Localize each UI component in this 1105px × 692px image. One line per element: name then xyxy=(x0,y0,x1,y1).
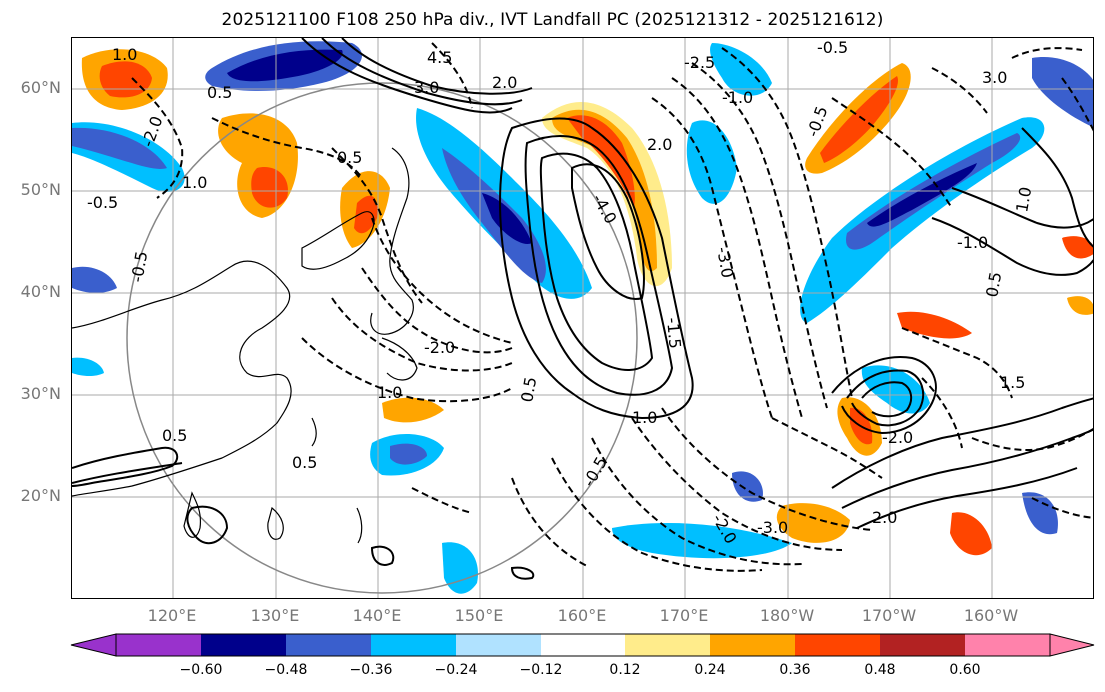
contour-label: 3.0 xyxy=(414,78,439,97)
contour-label: 1.0 xyxy=(377,383,402,402)
contour-label: 1.0 xyxy=(112,45,137,64)
contour-label: 2.0 xyxy=(647,135,672,154)
contour-label: -0.5 xyxy=(87,193,118,212)
colorbar-segment xyxy=(710,634,795,656)
contour-label: 1.0 xyxy=(632,408,657,427)
colorbar-segment xyxy=(880,634,965,656)
lon-label-170e: 170°E xyxy=(659,606,709,625)
graticule xyxy=(72,38,1093,598)
lon-label-160w: 160°W xyxy=(963,606,1019,625)
colorbar xyxy=(70,633,1095,657)
colorbar-segment xyxy=(116,634,201,656)
colorbar-segment xyxy=(965,634,1050,656)
colorbar-tick: 0.24 xyxy=(694,662,726,678)
colorbar-tick: −0.36 xyxy=(349,662,393,678)
contour-label: 0.5 xyxy=(982,270,1005,298)
colorbar-tick: 0.48 xyxy=(864,662,896,678)
solid-contours xyxy=(72,38,1093,580)
contour-label: -1.5 xyxy=(663,317,685,350)
contour-label: 0.5 xyxy=(337,148,362,167)
contour-label: -2.0 xyxy=(882,428,913,447)
colorbar-segment xyxy=(625,634,710,656)
chart-title: 2025121100 F108 250 hPa div., IVT Landfa… xyxy=(221,10,884,30)
colorbar-tick: −0.48 xyxy=(264,662,308,678)
lat-label-40n: 40°N xyxy=(20,282,61,301)
colorbar-segment xyxy=(201,634,286,656)
colorbar-segment xyxy=(795,634,880,656)
contour-label: -0.5 xyxy=(127,250,151,284)
colorbar-segment xyxy=(541,634,625,656)
contour-label: 0.5 xyxy=(162,426,187,445)
lon-label-120e: 120°E xyxy=(147,606,197,625)
contour-label: 0.5 xyxy=(292,453,317,472)
lon-label-170w: 170°W xyxy=(861,606,917,625)
contour-label: 1.0 xyxy=(1012,185,1035,213)
contour-label: -1.0 xyxy=(722,88,753,107)
colorbar-tick: 0.36 xyxy=(779,662,811,678)
colorbar-tick: −0.24 xyxy=(434,662,478,678)
lon-label-140e: 140°E xyxy=(352,606,402,625)
contour-label: -0.5 xyxy=(817,38,848,57)
contour-label: -3.0 xyxy=(713,245,737,279)
lon-label-150e: 150°E xyxy=(454,606,504,625)
colorbar-segment xyxy=(371,634,456,656)
map-canvas: 1.0 4.5 0.5 -2.0 0.5 3.0 1.0 -0.5 2.0 -2… xyxy=(72,38,1093,598)
contour-label: -2.0 xyxy=(424,338,455,357)
map-panel: 1.0 4.5 0.5 -2.0 0.5 3.0 1.0 -0.5 2.0 -2… xyxy=(71,37,1094,599)
dashed-contours xyxy=(131,42,1093,572)
colorbar-segment xyxy=(286,634,371,656)
colorbar-tick: −0.12 xyxy=(519,662,563,678)
contour-label: -1.0 xyxy=(957,233,988,252)
contour-label: -2.0 xyxy=(138,114,167,150)
lat-label-50n: 50°N xyxy=(20,180,61,199)
colorbar-max-arrow xyxy=(1049,633,1095,657)
divergence-shading xyxy=(72,41,1093,594)
colorbar-segment xyxy=(456,634,541,656)
colorbar-tick: 0.60 xyxy=(949,662,981,678)
lat-label-60n: 60°N xyxy=(20,78,61,97)
contour-label: 3.0 xyxy=(982,68,1007,87)
contour-label: 1.5 xyxy=(1000,373,1025,392)
lon-label-130e: 130°E xyxy=(250,606,300,625)
coastlines xyxy=(72,147,418,544)
colorbar-tick: 0.12 xyxy=(609,662,641,678)
contour-label: 2.0 xyxy=(872,508,897,527)
lon-label-180w: 180°W xyxy=(759,606,815,625)
lat-label-20n: 20°N xyxy=(20,486,61,505)
contour-label: -3.0 xyxy=(757,518,788,537)
contour-label: 0.5 xyxy=(207,83,232,102)
contour-label: 1.0 xyxy=(182,173,207,192)
contour-label: 4.5 xyxy=(427,48,452,67)
contour-label: -2.5 xyxy=(684,53,715,72)
contour-label: 0.5 xyxy=(517,375,540,403)
region-circle xyxy=(126,82,638,594)
contour-label: 2.0 xyxy=(492,73,517,92)
lat-label-30n: 30°N xyxy=(20,384,61,403)
colorbar-tick: −0.60 xyxy=(179,662,223,678)
colorbar-min-arrow xyxy=(70,633,117,657)
lon-label-160e: 160°E xyxy=(557,606,607,625)
